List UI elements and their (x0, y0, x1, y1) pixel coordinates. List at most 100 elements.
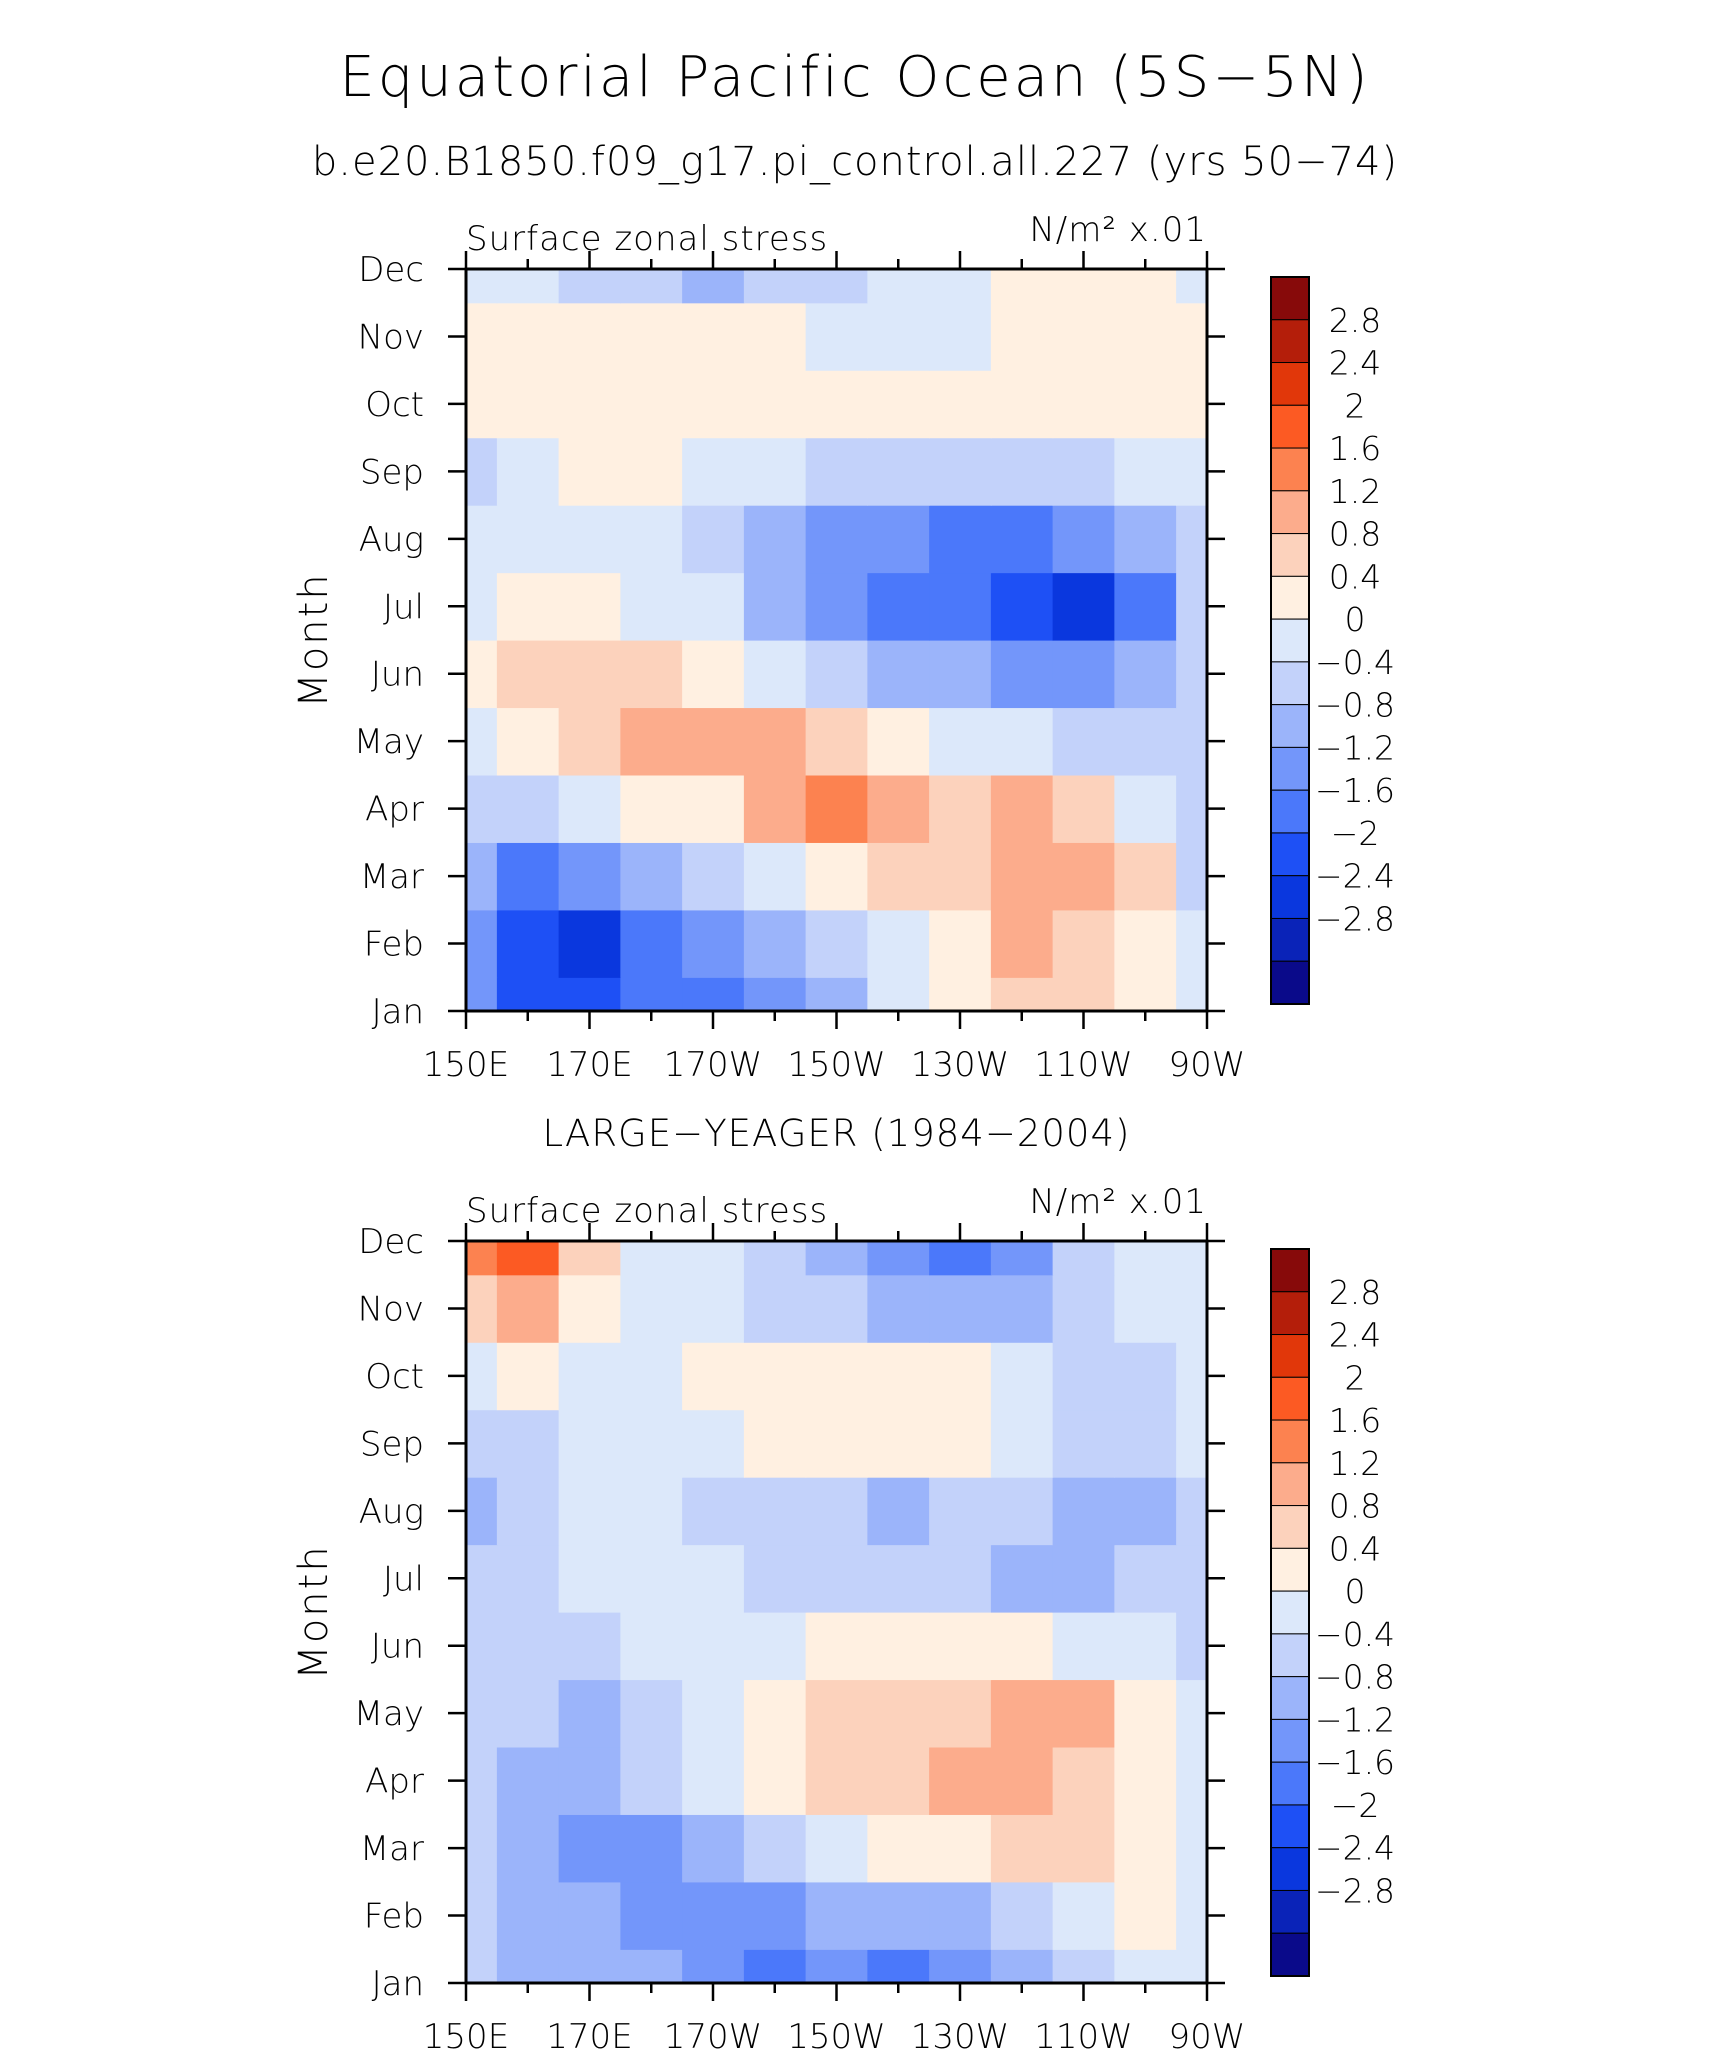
data-cell (990, 977, 1054, 1011)
data-cell (682, 640, 745, 709)
colorbar-label: 2.8 (1329, 301, 1381, 340)
y-tick-label: Feb (364, 1897, 424, 1937)
colorbar-box (1270, 789, 1310, 834)
data-cell (1052, 1409, 1115, 1478)
data-cell (1114, 1814, 1177, 1883)
data-cell (805, 437, 868, 506)
data-cell (929, 1612, 992, 1681)
data-cell (682, 707, 745, 776)
data-cell (558, 1477, 621, 1546)
colorbar-box (1270, 1248, 1310, 1293)
data-cell (929, 302, 992, 371)
data-cell (558, 1679, 621, 1748)
data-cell (620, 842, 683, 911)
x-tick-label: 150E (423, 1045, 509, 1085)
colorbar-box (1270, 319, 1310, 364)
data-cell (1052, 572, 1115, 641)
colorbar-label: 1.2 (1329, 472, 1381, 511)
data-cell (1114, 774, 1177, 843)
data-cell (466, 640, 498, 709)
data-cell (805, 1477, 868, 1546)
colorbar-box (1270, 917, 1310, 962)
data-cell (805, 774, 868, 843)
data-cell (1052, 1881, 1115, 1950)
data-cell (743, 1241, 807, 1276)
data-cell (929, 1949, 992, 1983)
data-cell (929, 842, 992, 911)
y-tick-label: Apr (365, 790, 424, 830)
data-cell (496, 572, 560, 641)
colorbar-label: 0.4 (1329, 1529, 1381, 1568)
data-cell (1114, 640, 1177, 709)
variable-label: Surface zonal stress (466, 1191, 828, 1231)
data-cell (805, 1409, 868, 1478)
x-tick-label: 170E (546, 1045, 632, 1085)
data-cell (990, 1477, 1054, 1546)
data-cell (466, 1477, 498, 1546)
y-tick-label: Nov (358, 317, 424, 357)
colorbar-label: 0 (1345, 600, 1366, 639)
data-cell (558, 505, 621, 574)
data-cell (1052, 269, 1115, 304)
data-cell (620, 774, 683, 843)
colorbar-box (1270, 832, 1310, 877)
colorbar-label: −2 (1331, 814, 1380, 853)
data-cell (743, 640, 807, 709)
y-tick-label: Jan (372, 992, 424, 1032)
data-cell (496, 1409, 560, 1478)
data-cell (466, 774, 498, 843)
data-cell (1114, 1881, 1177, 1950)
data-cell (558, 1746, 621, 1815)
colorbar-box (1270, 1847, 1310, 1891)
colorbar-box (1270, 533, 1310, 577)
colorbar-box (1270, 276, 1310, 321)
data-cell (929, 505, 992, 574)
colorbar-frame (1270, 1248, 1310, 1977)
data-cell (466, 1949, 498, 1983)
panel-large-yeager: LARGE−YEAGER (1984−2004) Surface zonal st… (291, 1112, 1395, 2057)
colorbar-label: −1.2 (1315, 1700, 1395, 1739)
data-cell (929, 1746, 992, 1815)
data-cell (496, 640, 560, 709)
colorbar-box (1270, 960, 1310, 1005)
data-cell (682, 1274, 745, 1343)
y-tick-label: Dec (358, 250, 424, 290)
data-cell (496, 1342, 560, 1411)
data-cell (496, 269, 560, 304)
data-cell (496, 505, 560, 574)
data-cell (929, 909, 992, 978)
data-cell (1176, 1241, 1207, 1276)
data-cell (1114, 1342, 1177, 1411)
colorbar-label: −2.4 (1315, 857, 1395, 896)
data-cell (1176, 1274, 1207, 1343)
data-cell (1176, 774, 1207, 843)
colorbar-label: −1.6 (1315, 771, 1395, 810)
data-cell (867, 1814, 930, 1883)
y-tick-label: Apr (365, 1762, 424, 1802)
variable-label: Surface zonal stress (466, 219, 828, 259)
data-cell (682, 572, 745, 641)
y-tick-label: Sep (360, 1424, 424, 1464)
x-tick-label: 170W (664, 1045, 763, 1085)
data-cell (466, 1342, 498, 1411)
data-cell (496, 1814, 560, 1883)
data-cell (1176, 1949, 1207, 1983)
colorbar-label: 1.2 (1329, 1444, 1381, 1483)
data-cell (1114, 842, 1177, 911)
data-cell (496, 842, 560, 911)
data-cell (682, 1746, 745, 1815)
y-tick-label: Jul (383, 587, 424, 627)
data-cell (1114, 707, 1177, 776)
x-tick-label: 150W (787, 1045, 886, 1085)
data-cell (743, 909, 807, 978)
data-cell (682, 1612, 745, 1681)
data-cell (867, 909, 930, 978)
data-cell (929, 269, 992, 304)
data-cell (496, 1746, 560, 1815)
colorbar-box (1270, 1718, 1310, 1763)
data-cell (805, 302, 868, 371)
data-cell (867, 370, 930, 439)
colorbar-label: −0.8 (1315, 1658, 1395, 1697)
data-cell (805, 572, 868, 641)
